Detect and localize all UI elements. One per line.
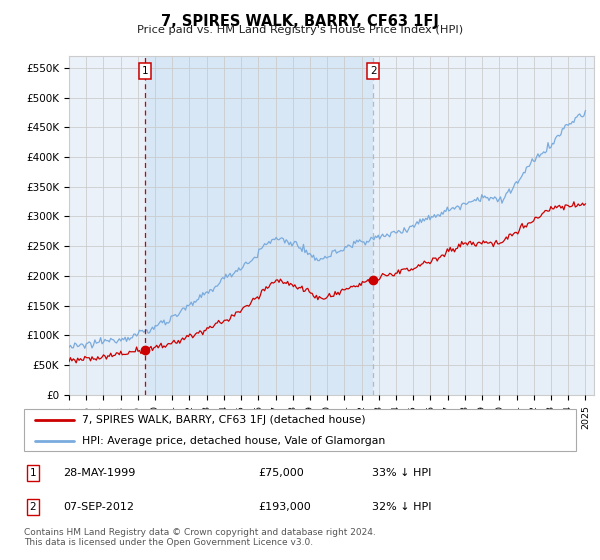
Text: 2: 2 xyxy=(29,502,37,512)
Text: 7, SPIRES WALK, BARRY, CF63 1FJ (detached house): 7, SPIRES WALK, BARRY, CF63 1FJ (detache… xyxy=(82,415,365,425)
Bar xyxy=(145,56,373,395)
Text: Contains HM Land Registry data © Crown copyright and database right 2024.
This d: Contains HM Land Registry data © Crown c… xyxy=(24,528,376,547)
Text: 07-SEP-2012: 07-SEP-2012 xyxy=(63,502,134,512)
Text: Price paid vs. HM Land Registry's House Price Index (HPI): Price paid vs. HM Land Registry's House … xyxy=(137,25,463,35)
Text: £75,000: £75,000 xyxy=(258,468,304,478)
Text: 7, SPIRES WALK, BARRY, CF63 1FJ: 7, SPIRES WALK, BARRY, CF63 1FJ xyxy=(161,14,439,29)
Text: 28-MAY-1999: 28-MAY-1999 xyxy=(63,468,136,478)
Text: 33% ↓ HPI: 33% ↓ HPI xyxy=(372,468,431,478)
Text: £193,000: £193,000 xyxy=(258,502,311,512)
Text: 1: 1 xyxy=(29,468,37,478)
Text: HPI: Average price, detached house, Vale of Glamorgan: HPI: Average price, detached house, Vale… xyxy=(82,436,385,446)
Text: 1: 1 xyxy=(142,66,148,76)
Text: 2: 2 xyxy=(370,66,376,76)
Text: 32% ↓ HPI: 32% ↓ HPI xyxy=(372,502,431,512)
